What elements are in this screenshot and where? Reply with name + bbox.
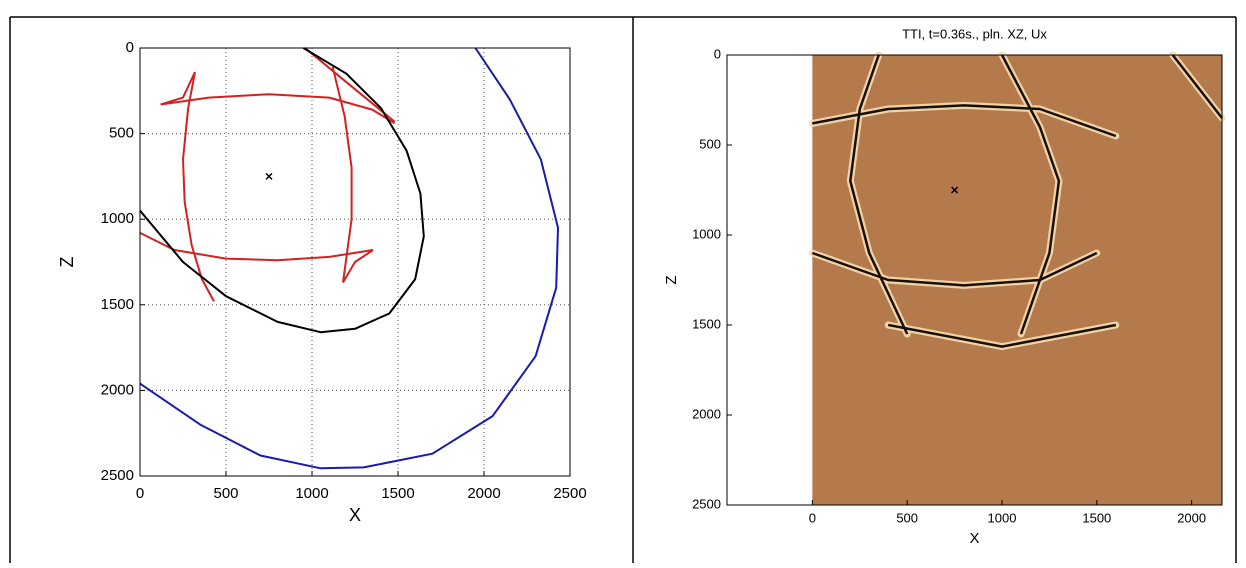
- y-tick-label: 0: [126, 39, 134, 56]
- x-tick-label: 2000: [1177, 510, 1206, 525]
- x-tick-label: 500: [896, 510, 918, 525]
- x-tick-label: 0: [136, 485, 144, 502]
- figure: 0500100015002000250005001000150020002500…: [0, 0, 1246, 563]
- x-tick-label: 1000: [295, 485, 328, 502]
- curve: [140, 48, 424, 332]
- x-axis-label: X: [969, 530, 979, 547]
- y-tick-label: 0: [714, 46, 721, 61]
- source-marker: [266, 173, 272, 179]
- y-tick-label: 2000: [101, 381, 134, 398]
- y-axis-label: Z: [663, 275, 680, 284]
- x-tick-label: 500: [213, 485, 238, 502]
- y-tick-label: 2500: [101, 467, 134, 484]
- x-tick-label: 1500: [381, 485, 414, 502]
- curve: [140, 48, 558, 468]
- x-tick-label: 2500: [553, 485, 586, 502]
- y-tick-label: 2000: [692, 406, 721, 421]
- y-tick-label: 500: [109, 125, 134, 142]
- y-tick-label: 1000: [692, 226, 721, 241]
- chart-title: TTI, t=0.36s., pln. XZ, Ux: [902, 26, 1047, 41]
- page: {"chart_data": [ {"type": "line", "xlabe…: [0, 0, 1246, 563]
- y-tick-label: 1000: [101, 210, 134, 227]
- x-axis-label: X: [349, 505, 361, 525]
- x-tick-label: 0: [809, 510, 816, 525]
- y-tick-label: 1500: [692, 316, 721, 331]
- x-tick-label: 1500: [1082, 510, 1111, 525]
- x-tick-label: 1000: [988, 510, 1017, 525]
- y-tick-label: 2500: [692, 496, 721, 511]
- y-tick-label: 1500: [101, 296, 134, 313]
- x-tick-label: 2000: [467, 485, 500, 502]
- y-tick-label: 500: [699, 136, 721, 151]
- y-axis-label: Z: [57, 257, 77, 268]
